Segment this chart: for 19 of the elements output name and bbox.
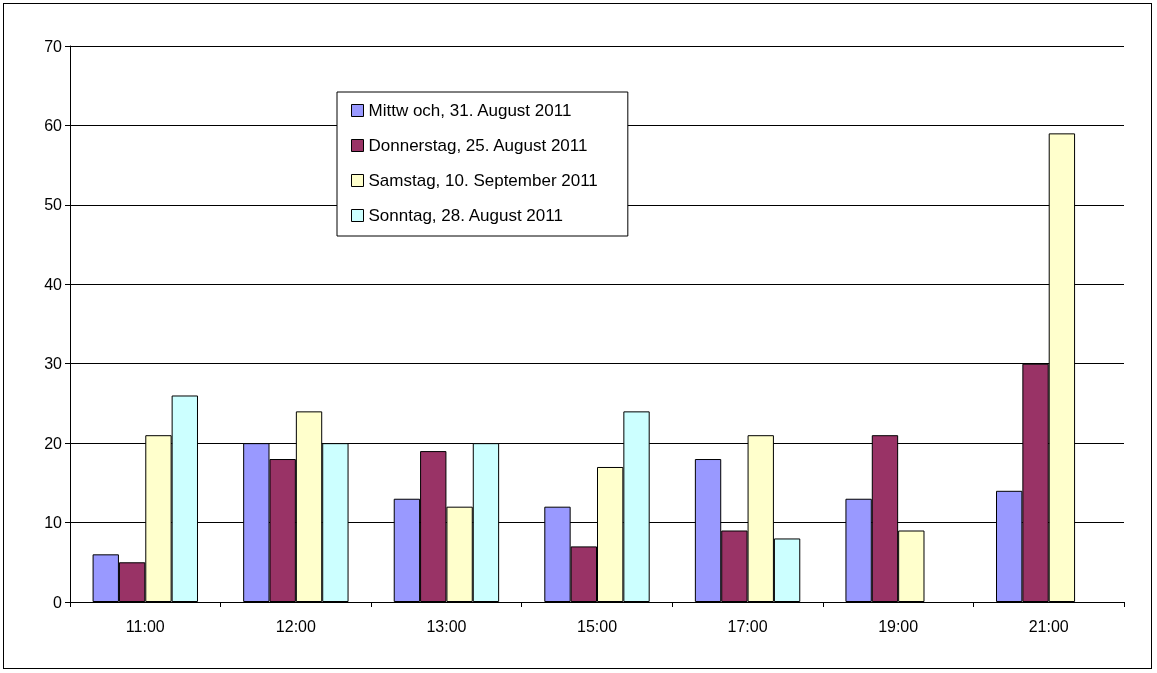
- y-tick-label: 20: [44, 434, 63, 452]
- y-tick-label: 0: [53, 593, 63, 611]
- legend-label: Mittw och, 31. August 2011: [368, 101, 572, 120]
- legend-label: Donnerstag, 25. August 2011: [368, 136, 588, 155]
- x-tick-label: 17:00: [727, 617, 768, 635]
- y-tick-label: 50: [44, 196, 63, 214]
- y-tick-label: 40: [44, 275, 63, 293]
- x-tick-label: 15:00: [576, 617, 618, 635]
- y-tick-label: 30: [44, 355, 63, 373]
- y-tick-label: 70: [44, 37, 63, 55]
- y-tick-label: 10: [44, 514, 63, 532]
- x-tick-label: 12:00: [275, 617, 316, 635]
- x-tick-label: 11:00: [125, 617, 165, 635]
- x-tick-label: 19:00: [878, 617, 919, 635]
- x-tick-label: 21:00: [1028, 617, 1069, 635]
- x-tick-label: 13:00: [426, 617, 467, 635]
- legend-label: Sonntag, 28. August 2011: [368, 206, 563, 225]
- y-tick-label: 60: [44, 116, 63, 134]
- legend-label: Samstag, 10. September 2011: [368, 171, 598, 190]
